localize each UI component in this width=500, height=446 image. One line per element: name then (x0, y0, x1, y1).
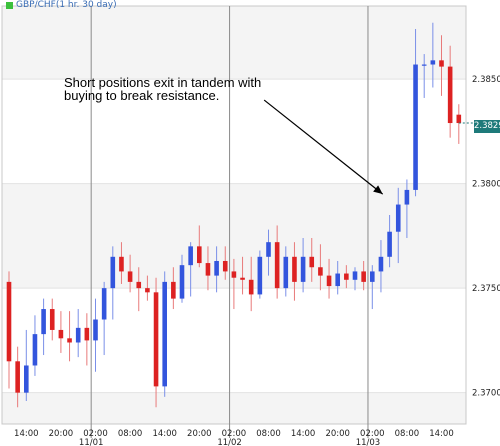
candle-body (439, 60, 444, 67)
annotation-arrowhead (373, 185, 383, 195)
background-band (2, 79, 466, 184)
candle-body (214, 260, 219, 276)
candle-body (395, 204, 401, 232)
candle-body (413, 64, 418, 190)
x-tick-label: 02:00 (83, 429, 108, 439)
candle-body (300, 256, 306, 282)
x-tick-label: 14:00 (429, 429, 454, 439)
candle-body (266, 242, 271, 257)
x-tick-label: 20:00 (325, 429, 350, 439)
candle-body (171, 281, 176, 299)
candle-body (326, 275, 332, 287)
candle-body (93, 319, 98, 341)
candle-body (162, 281, 167, 387)
plot-frame (1, 5, 467, 425)
candle-body (136, 281, 142, 289)
candle-body (378, 256, 384, 272)
x-tick-label: 14:00 (291, 429, 316, 439)
candle-body (179, 265, 185, 299)
candle-body (127, 271, 133, 282)
candle-body (274, 242, 280, 289)
candle-body (370, 271, 375, 282)
candle-body (257, 256, 263, 295)
chart-title: GBP/CHF(1 hr. 30 day) (16, 0, 117, 10)
x-tick-label: 08:00 (256, 429, 281, 439)
candle-body (67, 338, 72, 343)
candle-body (110, 256, 116, 289)
date-label: 11/03 (356, 438, 381, 446)
annotation-arrow (263, 99, 384, 195)
candle-body (84, 327, 90, 341)
candle-body (6, 281, 12, 362)
date-label: 11/02 (217, 438, 242, 446)
x-tick-label: 08:00 (118, 429, 143, 439)
candle-body (153, 292, 159, 387)
candle-body (387, 231, 392, 257)
candle-body (248, 279, 254, 295)
x-tick-label: 14:00 (152, 429, 177, 439)
candle-body (32, 334, 38, 366)
x-tick-label: 14:00 (14, 429, 39, 439)
candle-body (309, 256, 315, 268)
y-tick-label: 2.3700 (472, 389, 500, 399)
candle-body (101, 288, 107, 320)
candle-body (24, 365, 29, 393)
candle-body (456, 114, 462, 124)
candle-body (197, 246, 202, 264)
candle-body (430, 60, 436, 65)
y-tick-label: 2.3800 (472, 180, 500, 190)
candle-body (404, 189, 410, 205)
candle-body (240, 277, 245, 280)
x-tick-label: 20:00 (49, 429, 74, 439)
candle-body (49, 309, 55, 330)
candle-body (222, 260, 228, 272)
candle-body (335, 273, 340, 287)
candle-body (421, 64, 427, 66)
candle-body (188, 246, 193, 266)
candle-body (145, 288, 150, 293)
candle-body (283, 256, 289, 289)
background-band (2, 392, 466, 424)
chart-legend: GBP/CHF(1 hr. 30 day) (6, 0, 117, 10)
x-tick-label: 02:00 (222, 429, 247, 439)
candle-body (344, 273, 349, 280)
candle-body (205, 263, 211, 276)
x-tick-label: 08:00 (395, 429, 420, 439)
candle-body (318, 267, 323, 276)
x-tick-label: 02:00 (360, 429, 385, 439)
y-tick-label: 2.3750 (472, 284, 500, 294)
y-tick-label: 2.3850 (472, 75, 500, 85)
candle-body (447, 66, 453, 124)
candle-body (58, 329, 64, 339)
candle-body (15, 361, 20, 393)
chart-annotation: Short positions exit in tandem with buyi… (64, 75, 262, 103)
legend-swatch (6, 1, 13, 9)
candle-body (292, 256, 297, 282)
candle-body (361, 271, 366, 282)
date-label: 11/01 (79, 438, 104, 446)
candle-body (41, 309, 46, 335)
last-price-tag: 2.3829 (474, 120, 500, 133)
candle-body (231, 271, 237, 278)
candle-body (119, 256, 124, 272)
candle-body (75, 327, 81, 343)
x-tick-label: 20:00 (187, 429, 212, 439)
background-band (2, 6, 466, 80)
candle-body (352, 271, 358, 280)
